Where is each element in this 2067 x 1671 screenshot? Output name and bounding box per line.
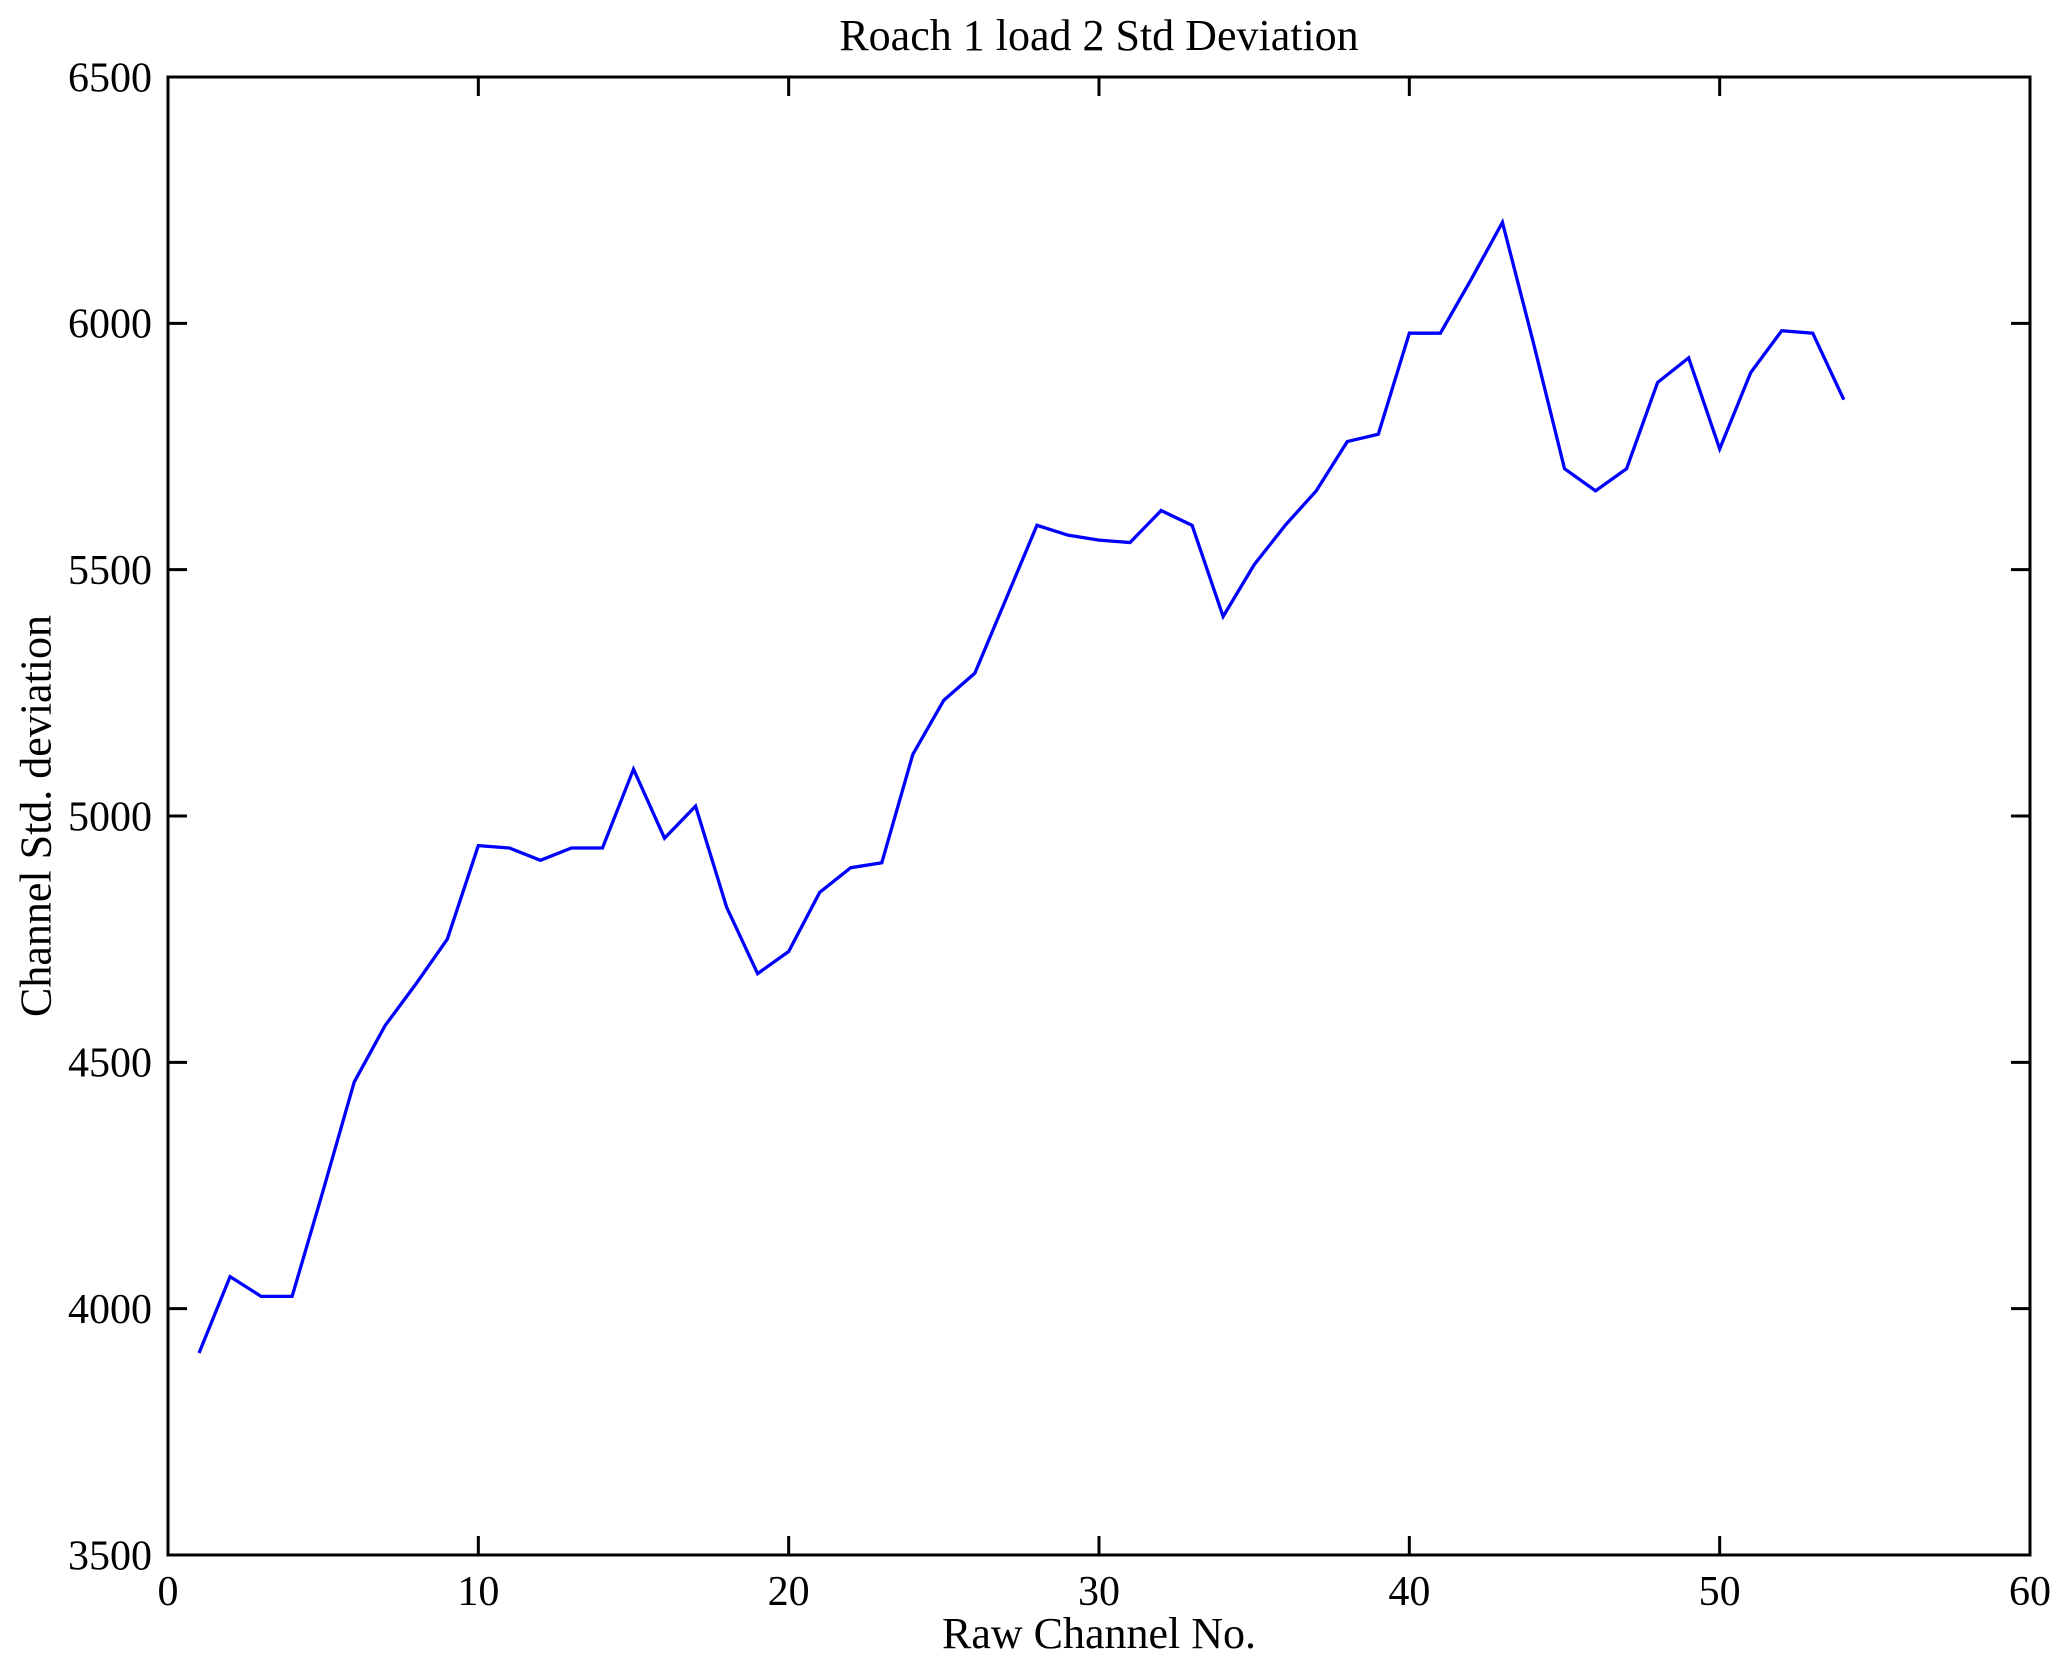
x-tick-label: 20	[768, 1569, 810, 1615]
x-axis-label: Raw Channel No.	[941, 1609, 1257, 1658]
chart-title: Roach 1 load 2 Std Deviation	[839, 11, 1359, 60]
x-tick-label: 30	[1078, 1569, 1120, 1615]
x-tick-label: 50	[1699, 1569, 1741, 1615]
x-tick-label: 0	[158, 1569, 179, 1615]
y-tick-label: 6000	[68, 302, 152, 348]
plot-line	[197, 217, 1846, 1354]
x-tick-label: 60	[2009, 1569, 2051, 1615]
y-tick-label: 5500	[68, 548, 152, 594]
y-tick-label: 4000	[68, 1287, 152, 1333]
x-tick-label: 40	[1388, 1569, 1430, 1615]
y-tick-label: 3500	[68, 1533, 152, 1579]
y-tick-label: 5000	[68, 794, 152, 840]
y-axis-label: Channel Std. deviation	[11, 614, 61, 1018]
x-tick-label: 10	[457, 1569, 499, 1615]
y-tick-label: 4500	[68, 1041, 152, 1087]
y-tick-label: 6500	[68, 55, 152, 101]
axes-box	[166, 75, 2032, 1557]
